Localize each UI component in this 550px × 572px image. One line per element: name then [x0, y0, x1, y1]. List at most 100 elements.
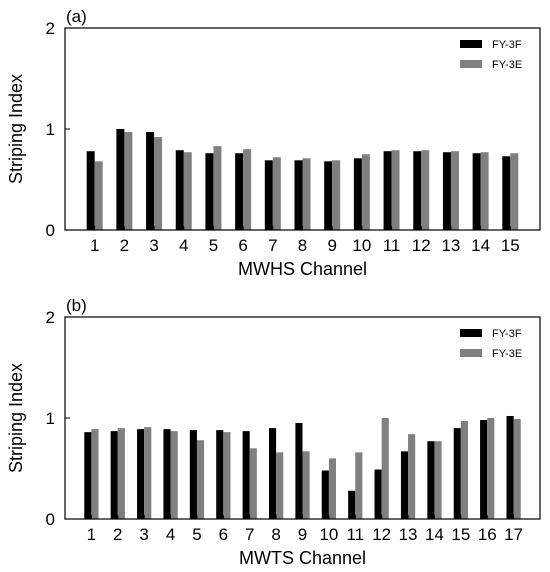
x-tick-label: 1 — [90, 236, 99, 255]
x-tick-label: 8 — [298, 236, 307, 255]
bar-fy-3f-ch14 — [472, 153, 481, 230]
y-tick-label: 2 — [46, 19, 55, 38]
bar-fy-3f-ch9 — [295, 423, 303, 519]
bar-fy-3e-ch13 — [408, 434, 416, 519]
x-tick-label: 6 — [238, 236, 247, 255]
bar-fy-3e-ch12 — [421, 150, 430, 230]
x-tick-label: 5 — [209, 236, 218, 255]
bar-fy-3f-ch2 — [116, 129, 125, 230]
x-tick-label: 15 — [451, 525, 470, 544]
x-tick-label: 3 — [139, 525, 148, 544]
bar-fy-3f-ch9 — [324, 161, 333, 230]
bar-fy-3e-ch1 — [91, 429, 99, 519]
x-tick-label: 12 — [372, 525, 391, 544]
bar-fy-3f-ch15 — [502, 156, 511, 230]
bar-fy-3e-ch15 — [460, 421, 468, 519]
bar-fy-3e-ch9 — [302, 451, 310, 519]
bar-fy-3e-ch11 — [391, 150, 400, 230]
bar-fy-3e-ch8 — [302, 158, 311, 230]
bar-fy-3e-ch13 — [450, 151, 459, 230]
bar-fy-3e-ch6 — [223, 432, 231, 519]
legend-label-fy-3f: FY-3F — [492, 39, 522, 51]
x-tick-label: 12 — [412, 236, 431, 255]
bar-fy-3e-ch1 — [94, 161, 103, 230]
bar-fy-3e-ch17 — [513, 419, 521, 519]
x-tick-label: 17 — [504, 525, 523, 544]
x-tick-label: 13 — [441, 236, 460, 255]
bar-fy-3e-ch16 — [487, 418, 495, 519]
x-tick-label: 15 — [501, 236, 520, 255]
bar-fy-3f-ch5 — [189, 430, 197, 519]
legend-swatch-fy-3e — [460, 60, 482, 68]
bar-fy-3f-ch1 — [84, 432, 92, 519]
bar-fy-3e-ch6 — [243, 149, 252, 230]
bar-fy-3f-ch7 — [242, 431, 250, 519]
x-tick-label: 16 — [478, 525, 497, 544]
bar-fy-3e-ch2 — [117, 428, 125, 519]
bar-fy-3f-ch11 — [383, 151, 392, 230]
bar-fy-3e-ch11 — [355, 452, 363, 519]
x-axis-title: MWTS Channel — [239, 548, 366, 568]
bar-fy-3f-ch4 — [163, 429, 171, 519]
legend-swatch-fy-3f — [460, 329, 482, 337]
bar-fy-3f-ch17 — [506, 415, 514, 519]
bar-fy-3e-ch9 — [332, 160, 341, 230]
bar-fy-3f-ch13 — [442, 152, 451, 230]
bar-fy-3f-ch4 — [175, 150, 184, 230]
panel-label: (a) — [66, 7, 87, 26]
bar-fy-3f-ch2 — [110, 431, 118, 519]
bar-fy-3f-ch8 — [294, 160, 303, 230]
bar-fy-3f-ch3 — [137, 429, 145, 519]
y-tick-label: 0 — [46, 510, 55, 529]
bar-fy-3f-ch12 — [413, 151, 422, 230]
legend-label-fy-3e: FY-3E — [492, 348, 522, 360]
bar-fy-3f-ch8 — [268, 428, 277, 519]
x-tick-label: 10 — [352, 236, 371, 255]
bar-fy-3e-ch5 — [213, 146, 222, 230]
bar-fy-3e-ch5 — [196, 440, 205, 519]
legend-swatch-fy-3f — [460, 40, 482, 48]
bar-fy-3e-ch3 — [154, 137, 163, 230]
y-axis-title: Striping Index — [6, 363, 26, 473]
x-tick-label: 9 — [327, 236, 336, 255]
bar-fy-3e-ch2 — [124, 132, 133, 230]
bar-fy-3f-ch16 — [480, 420, 488, 519]
legend-swatch-fy-3e — [460, 349, 482, 357]
bar-fy-3f-ch10 — [353, 158, 362, 230]
bar-fy-3e-ch10 — [361, 154, 370, 230]
x-tick-label: 2 — [113, 525, 122, 544]
bar-fy-3f-ch12 — [374, 469, 382, 519]
x-tick-label: 9 — [298, 525, 307, 544]
x-tick-label: 11 — [383, 236, 401, 255]
bar-fy-3e-ch4 — [170, 431, 178, 519]
x-tick-label: 11 — [346, 525, 364, 544]
bar-fy-3f-ch14 — [427, 441, 435, 519]
legend-label-fy-3f: FY-3F — [492, 328, 522, 340]
x-axis-title: MWHS Channel — [238, 259, 367, 279]
y-tick-label: 2 — [46, 308, 55, 327]
x-tick-label: 10 — [319, 525, 338, 544]
x-tick-label: 14 — [471, 236, 490, 255]
x-tick-label: 3 — [149, 236, 158, 255]
bar-fy-3f-ch3 — [146, 132, 155, 230]
x-tick-label: 2 — [120, 236, 129, 255]
bar-fy-3f-ch13 — [400, 451, 409, 519]
panel-label: (b) — [66, 296, 87, 315]
y-tick-label: 0 — [46, 221, 55, 240]
bar-fy-3e-ch12 — [381, 418, 389, 519]
bar-fy-3f-ch6 — [216, 430, 224, 519]
x-tick-label: 7 — [245, 525, 254, 544]
x-tick-label: 7 — [268, 236, 277, 255]
legend-label-fy-3e: FY-3E — [492, 59, 522, 71]
x-tick-label: 6 — [219, 525, 228, 544]
bar-fy-3f-ch1 — [86, 151, 95, 230]
bar-fy-3f-ch11 — [348, 490, 356, 519]
x-tick-label: 5 — [192, 525, 201, 544]
bar-fy-3e-ch7 — [272, 157, 281, 230]
x-tick-label: 4 — [166, 525, 175, 544]
x-tick-label: 13 — [399, 525, 418, 544]
bar-fy-3f-ch15 — [453, 428, 461, 519]
bar-fy-3f-ch10 — [321, 470, 329, 519]
bar-fy-3e-ch14 — [434, 441, 442, 519]
